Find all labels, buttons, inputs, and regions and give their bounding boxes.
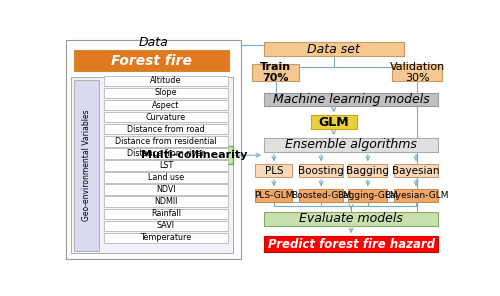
FancyBboxPatch shape (252, 64, 299, 81)
FancyBboxPatch shape (256, 164, 292, 177)
Text: PLS: PLS (264, 165, 283, 176)
Text: SAVI: SAVI (157, 221, 175, 230)
Text: Geo-environmental Variables: Geo-environmental Variables (82, 110, 91, 221)
FancyBboxPatch shape (392, 64, 442, 81)
FancyBboxPatch shape (74, 80, 100, 251)
Text: NDVI: NDVI (156, 185, 176, 194)
Text: Machine learning models: Machine learning models (273, 93, 430, 106)
FancyBboxPatch shape (104, 112, 228, 122)
Text: NDMII: NDMII (154, 197, 178, 206)
Text: Boosting: Boosting (298, 165, 344, 176)
FancyBboxPatch shape (256, 189, 292, 202)
Text: Data set: Data set (308, 43, 360, 56)
FancyBboxPatch shape (104, 233, 228, 243)
Text: Multi-collinearity: Multi-collinearity (141, 150, 248, 160)
Text: Bayesian: Bayesian (392, 165, 440, 176)
FancyBboxPatch shape (348, 189, 387, 202)
Text: Bagging-GLM: Bagging-GLM (338, 191, 398, 200)
FancyBboxPatch shape (104, 76, 228, 86)
Text: Predict forest fire hazard: Predict forest fire hazard (268, 238, 434, 251)
FancyBboxPatch shape (156, 146, 233, 164)
FancyBboxPatch shape (264, 138, 438, 152)
Text: Rainfall: Rainfall (151, 209, 181, 218)
Text: GLM: GLM (318, 116, 349, 129)
FancyBboxPatch shape (104, 208, 228, 219)
FancyBboxPatch shape (264, 92, 438, 106)
FancyBboxPatch shape (394, 164, 438, 177)
Text: Evaluate models: Evaluate models (299, 213, 403, 226)
FancyBboxPatch shape (264, 212, 438, 226)
FancyBboxPatch shape (348, 164, 387, 177)
FancyBboxPatch shape (66, 40, 241, 259)
FancyBboxPatch shape (264, 42, 404, 56)
Text: Bayesian-GLM: Bayesian-GLM (384, 191, 448, 200)
FancyBboxPatch shape (104, 221, 228, 231)
Text: Altitude: Altitude (150, 76, 182, 85)
FancyBboxPatch shape (104, 172, 228, 183)
FancyBboxPatch shape (264, 236, 438, 252)
FancyBboxPatch shape (104, 160, 228, 171)
FancyBboxPatch shape (104, 100, 228, 110)
Text: Land use: Land use (148, 173, 184, 182)
FancyBboxPatch shape (104, 184, 228, 195)
Text: Distance from residential: Distance from residential (115, 137, 217, 146)
FancyBboxPatch shape (299, 189, 344, 202)
Text: Boosted-GLM: Boosted-GLM (291, 191, 351, 200)
Text: Distance from road: Distance from road (127, 125, 205, 134)
Text: Aspect: Aspect (152, 101, 180, 110)
FancyBboxPatch shape (71, 77, 233, 253)
Text: Forest fire: Forest fire (111, 54, 192, 67)
Text: Bagging: Bagging (346, 165, 390, 176)
Text: Data: Data (138, 36, 168, 49)
FancyBboxPatch shape (74, 50, 229, 71)
FancyBboxPatch shape (104, 136, 228, 147)
Text: Distance from river: Distance from river (127, 149, 205, 158)
Text: LST: LST (159, 161, 173, 170)
Text: Ensemble algorithms: Ensemble algorithms (285, 139, 417, 152)
Text: Temperature: Temperature (140, 234, 192, 242)
Text: PLS-GLM: PLS-GLM (254, 191, 294, 200)
FancyBboxPatch shape (104, 124, 228, 134)
FancyBboxPatch shape (310, 115, 357, 129)
FancyBboxPatch shape (394, 189, 438, 202)
Text: Train
70%: Train 70% (260, 62, 291, 83)
FancyBboxPatch shape (299, 164, 344, 177)
Text: Validation
30%: Validation 30% (390, 62, 444, 83)
Text: Slope: Slope (154, 89, 177, 97)
FancyBboxPatch shape (104, 197, 228, 207)
FancyBboxPatch shape (104, 88, 228, 98)
FancyBboxPatch shape (104, 148, 228, 159)
Text: Curvature: Curvature (146, 112, 186, 122)
